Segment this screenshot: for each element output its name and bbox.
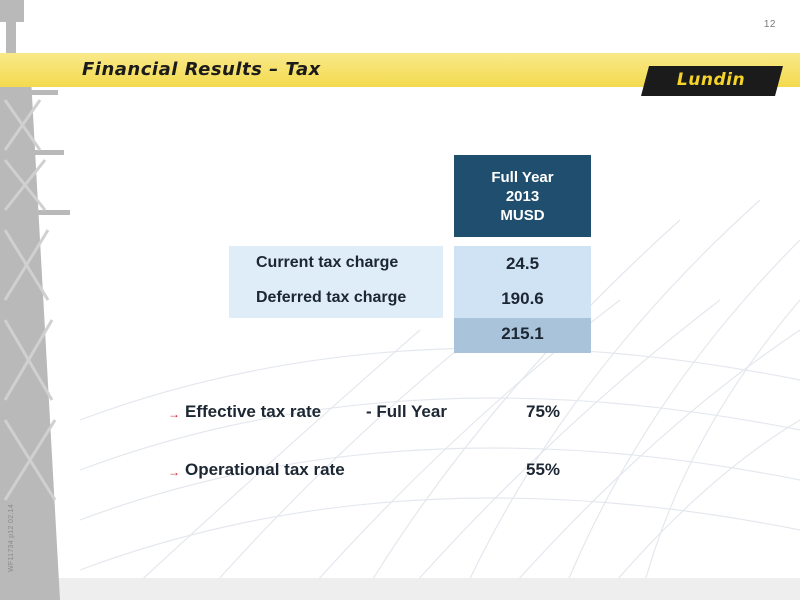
document-code: WF11734 p12 02.14: [8, 503, 15, 572]
bullet-qualifier-full-year: - Full Year: [366, 402, 447, 421]
company-logo: Lundin: [641, 66, 783, 96]
arrow-right-icon: →: [168, 407, 180, 421]
bullet-value-operational-tax: 55%: [526, 460, 561, 479]
arrow-right-icon: →: [168, 465, 180, 479]
row-values-panel: [454, 246, 591, 318]
table-column-header: Full Year 2013 MUSD: [454, 155, 591, 237]
slide-title: Financial Results – Tax: [82, 59, 321, 80]
row-value-current-tax: 24.5: [505, 254, 540, 273]
header-line-unit: MUSD: [500, 206, 545, 224]
row-label-current-tax: Current tax charge: [256, 254, 399, 271]
row-labels-panel: [229, 246, 443, 318]
header-line-year: 2013: [505, 187, 540, 205]
header-line-full-year: Full Year: [491, 168, 554, 186]
bullet-value-effective-tax: 75%: [526, 402, 561, 421]
row-value-deferred-tax: 190.6: [501, 289, 544, 308]
oil-rig-silhouette: [0, 0, 70, 600]
page-number: 12: [763, 19, 776, 30]
total-panel: [454, 318, 591, 353]
bullet-label-effective-tax: Effective tax rate: [185, 402, 322, 421]
row-label-deferred-tax: Deferred tax charge: [256, 289, 407, 306]
bullet-label-operational-tax: Operational tax rate: [185, 460, 345, 479]
row-value-total: 215.1: [501, 324, 544, 343]
logo-text: Lundin: [676, 70, 746, 90]
